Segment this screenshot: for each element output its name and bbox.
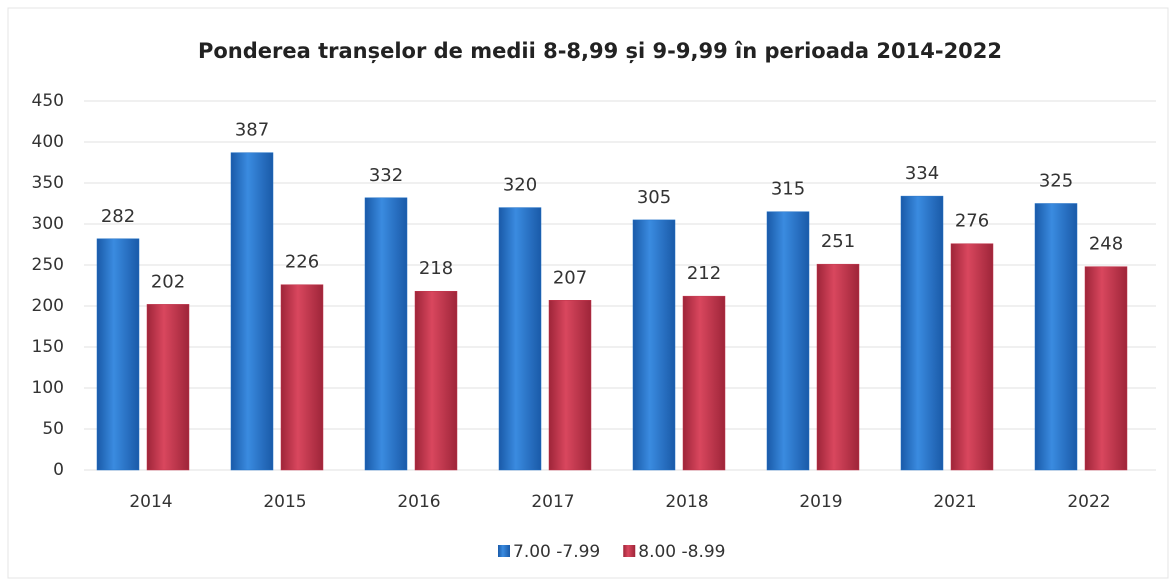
x-tick-label: 2018 <box>665 492 708 512</box>
value-label: 248 <box>1089 234 1123 255</box>
y-tick-label: 0 <box>53 460 64 480</box>
value-label: 332 <box>369 165 403 186</box>
legend-label: 7.00 -7.99 <box>513 542 600 562</box>
bar <box>548 300 592 471</box>
value-label: 320 <box>503 175 537 196</box>
y-tick-label: 450 <box>32 91 64 111</box>
x-tick-label: 2014 <box>129 492 172 512</box>
bar <box>632 219 676 471</box>
x-tick-label: 2022 <box>1067 492 1110 512</box>
value-label: 202 <box>151 271 185 292</box>
y-tick-label: 100 <box>32 378 64 398</box>
y-tick-label: 50 <box>42 419 64 439</box>
bar <box>364 197 408 471</box>
bar <box>230 152 274 471</box>
bar <box>766 211 810 471</box>
y-tick-label: 150 <box>32 337 64 357</box>
bar <box>816 263 860 471</box>
y-tick-label: 250 <box>32 255 64 275</box>
bar <box>96 238 140 471</box>
value-label: 334 <box>905 163 939 184</box>
chart-title: Ponderea tranșelor de medii 8-8,99 și 9-… <box>198 39 1002 63</box>
value-label: 226 <box>285 252 319 273</box>
legend-swatch <box>623 545 636 557</box>
value-label: 212 <box>687 263 721 284</box>
value-label: 315 <box>771 179 805 200</box>
bar <box>1084 266 1128 471</box>
value-label: 387 <box>235 120 269 141</box>
y-tick-label: 350 <box>32 173 64 193</box>
bar <box>280 284 324 471</box>
bar <box>498 207 542 471</box>
bar <box>682 295 726 471</box>
bar <box>414 290 458 471</box>
value-label: 305 <box>637 187 671 208</box>
y-tick-label: 300 <box>32 214 64 234</box>
y-tick-label: 400 <box>32 132 64 152</box>
y-tick-label: 200 <box>32 296 64 316</box>
x-tick-label: 2017 <box>531 492 574 512</box>
bar <box>1034 203 1078 471</box>
bar <box>950 243 994 471</box>
value-label: 282 <box>101 206 135 227</box>
legend-label: 8.00 -8.99 <box>638 542 725 562</box>
legend-swatch <box>498 545 510 557</box>
frame <box>7 7 1169 579</box>
value-label: 276 <box>955 211 989 232</box>
bar <box>146 304 190 471</box>
x-tick-label: 2019 <box>799 492 842 512</box>
x-tick-label: 2021 <box>933 492 976 512</box>
x-tick-label: 2016 <box>397 492 440 512</box>
value-label: 251 <box>821 231 855 252</box>
bar <box>900 195 944 471</box>
value-label: 325 <box>1039 171 1073 192</box>
value-label: 207 <box>553 267 587 288</box>
value-label: 218 <box>419 258 453 279</box>
x-tick-label: 2015 <box>263 492 306 512</box>
